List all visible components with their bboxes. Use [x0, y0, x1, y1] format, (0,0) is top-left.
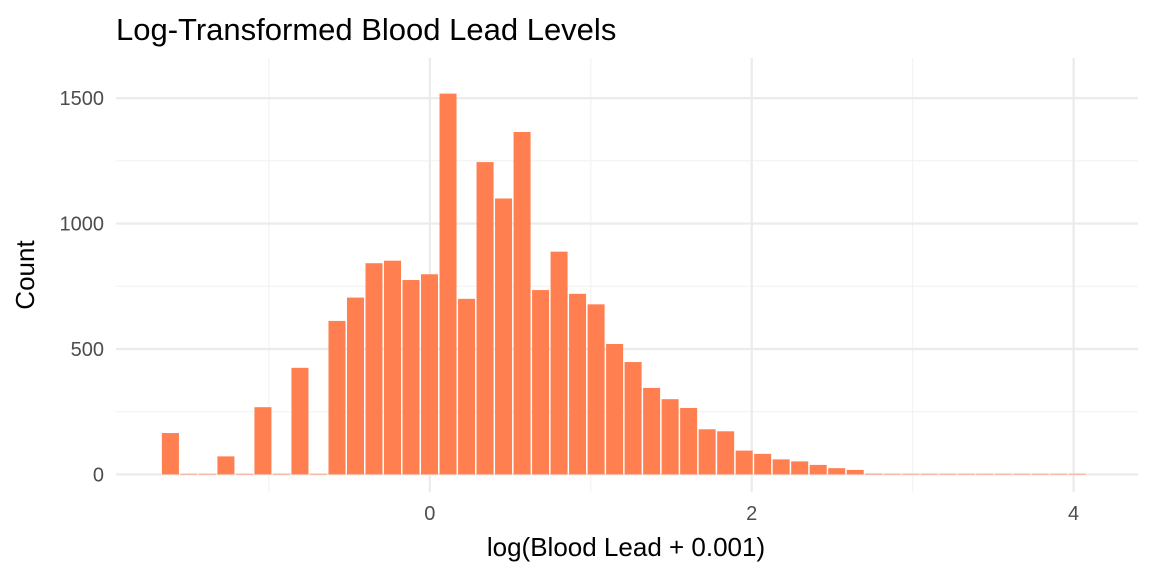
y-tick-label: 500: [71, 339, 104, 361]
histogram-bar: [846, 469, 864, 475]
histogram-bar: [421, 274, 439, 475]
histogram-bar: [1050, 473, 1068, 475]
histogram-bar: [772, 459, 790, 475]
histogram-bar: [976, 473, 994, 475]
histogram-bar: [346, 297, 364, 475]
histogram-bar: [272, 473, 290, 475]
histogram-bar: [532, 290, 550, 475]
histogram-bar: [902, 473, 920, 475]
histogram-bar: [587, 304, 605, 475]
histogram-bar: [606, 343, 624, 475]
histogram-bar: [865, 473, 883, 475]
x-axis-title: log(Blood Lead + 0.001): [487, 532, 765, 562]
x-tick-label: 4: [1068, 503, 1079, 525]
histogram-bar: [791, 461, 809, 475]
histogram-bar: [957, 473, 975, 475]
histogram-bar: [235, 473, 253, 475]
x-tick-label: 2: [746, 503, 757, 525]
histogram-bar: [402, 280, 420, 475]
histogram-bar: [198, 473, 216, 475]
x-axis-ticks: 0 2 4: [424, 503, 1079, 525]
histogram-bar: [994, 473, 1012, 475]
histogram-bar: [680, 407, 698, 475]
histogram-bar: [569, 293, 587, 475]
histogram-bar: [217, 456, 235, 475]
histogram-bar: [883, 473, 901, 475]
histogram-bar: [661, 399, 679, 475]
histogram-bar: [495, 198, 513, 475]
y-axis-ticks: 0 500 1000 1500: [60, 88, 105, 486]
histogram-bar: [328, 320, 346, 475]
histogram-bar: [383, 260, 402, 475]
histogram-bars: [161, 93, 1086, 475]
histogram-bar: [809, 464, 827, 475]
histogram-bar: [291, 367, 309, 475]
histogram-bar: [180, 473, 198, 475]
y-tick-label: 0: [93, 464, 104, 486]
histogram-bar: [1013, 473, 1031, 475]
histogram-bar: [439, 93, 457, 475]
histogram-bar: [698, 429, 716, 475]
histogram-bar: [828, 468, 846, 475]
histogram-bar: [1068, 473, 1086, 475]
y-tick-label: 1500: [60, 88, 105, 110]
histogram-bar: [624, 362, 642, 475]
histogram-bar: [365, 263, 383, 475]
chart-title: Log-Transformed Blood Lead Levels: [116, 12, 616, 47]
histogram-bar: [643, 387, 661, 475]
histogram-bar: [309, 473, 327, 475]
histogram-bar: [735, 450, 753, 475]
histogram-bar: [161, 433, 179, 475]
histogram-bar: [717, 431, 735, 475]
y-tick-label: 1000: [60, 214, 105, 236]
histogram-bar: [754, 453, 772, 475]
histogram-bar: [1031, 473, 1049, 475]
histogram-bar: [513, 132, 531, 475]
histogram-bar: [920, 473, 938, 475]
histogram-bar: [550, 251, 568, 475]
histogram-bar: [476, 162, 494, 475]
x-tick-label: 0: [424, 503, 435, 525]
histogram-bar: [254, 407, 272, 475]
histogram-bar: [939, 473, 957, 475]
y-axis-title: Count: [10, 240, 40, 310]
histogram-bar: [458, 298, 476, 475]
